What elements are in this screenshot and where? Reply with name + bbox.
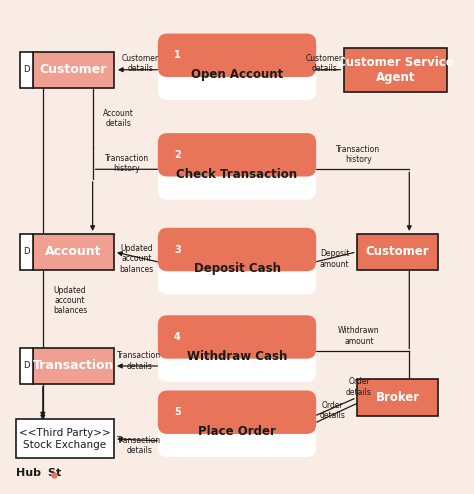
Text: Withdraw Cash: Withdraw Cash	[187, 350, 287, 363]
FancyBboxPatch shape	[33, 51, 114, 88]
Text: D: D	[23, 65, 30, 74]
Text: Open Account: Open Account	[191, 68, 283, 81]
FancyBboxPatch shape	[33, 348, 114, 384]
FancyBboxPatch shape	[357, 234, 438, 270]
Text: Updated
account
balances: Updated account balances	[53, 286, 87, 315]
Text: t: t	[56, 468, 62, 478]
Text: Account: Account	[45, 246, 101, 258]
Text: 4: 4	[174, 332, 181, 342]
Text: Order
details: Order details	[346, 377, 372, 397]
FancyBboxPatch shape	[158, 133, 316, 176]
Text: Customer Service
Agent: Customer Service Agent	[337, 56, 454, 83]
Text: D: D	[23, 362, 30, 370]
FancyBboxPatch shape	[20, 348, 33, 384]
Text: Place Order: Place Order	[198, 425, 276, 438]
FancyBboxPatch shape	[344, 48, 447, 91]
FancyBboxPatch shape	[158, 391, 316, 434]
FancyBboxPatch shape	[158, 40, 316, 100]
Text: 2: 2	[174, 150, 181, 160]
Text: Customer: Customer	[366, 246, 429, 258]
Text: Customer
details: Customer details	[306, 54, 343, 73]
Text: Hub: Hub	[16, 468, 41, 478]
Text: Account
details: Account details	[103, 109, 134, 128]
Text: Transaction
history: Transaction history	[336, 145, 380, 164]
Text: Transaction
details: Transaction details	[117, 351, 161, 371]
FancyBboxPatch shape	[357, 379, 438, 416]
Text: Customer: Customer	[39, 63, 107, 76]
FancyBboxPatch shape	[158, 234, 316, 294]
FancyBboxPatch shape	[158, 228, 316, 271]
FancyBboxPatch shape	[158, 396, 316, 457]
FancyBboxPatch shape	[33, 234, 114, 270]
Text: Transaction: Transaction	[32, 360, 114, 372]
Text: S: S	[47, 468, 55, 478]
Text: 1: 1	[174, 50, 181, 60]
FancyBboxPatch shape	[20, 234, 33, 270]
Text: Withdrawn
amount: Withdrawn amount	[338, 326, 380, 346]
Text: D: D	[23, 247, 30, 256]
Text: Transaction
details: Transaction details	[117, 436, 161, 455]
Text: <<Third Party>>
Stock Exchange: <<Third Party>> Stock Exchange	[19, 428, 110, 450]
Text: Check Transaction: Check Transaction	[176, 167, 298, 181]
Text: Transaction
history: Transaction history	[105, 154, 149, 173]
FancyBboxPatch shape	[158, 139, 316, 200]
Text: 3: 3	[174, 245, 181, 254]
FancyBboxPatch shape	[158, 34, 316, 77]
Text: Broker: Broker	[375, 391, 419, 404]
Text: Deposit
amount: Deposit amount	[320, 249, 350, 269]
FancyBboxPatch shape	[158, 321, 316, 382]
FancyBboxPatch shape	[16, 419, 114, 458]
Text: 5: 5	[174, 407, 181, 417]
FancyBboxPatch shape	[20, 51, 33, 88]
Text: Deposit Cash: Deposit Cash	[193, 262, 281, 275]
Text: Updated
account
balances: Updated account balances	[119, 244, 154, 274]
Text: Order
details: Order details	[319, 401, 346, 420]
FancyBboxPatch shape	[158, 315, 316, 359]
Text: Customer
details: Customer details	[122, 54, 159, 73]
